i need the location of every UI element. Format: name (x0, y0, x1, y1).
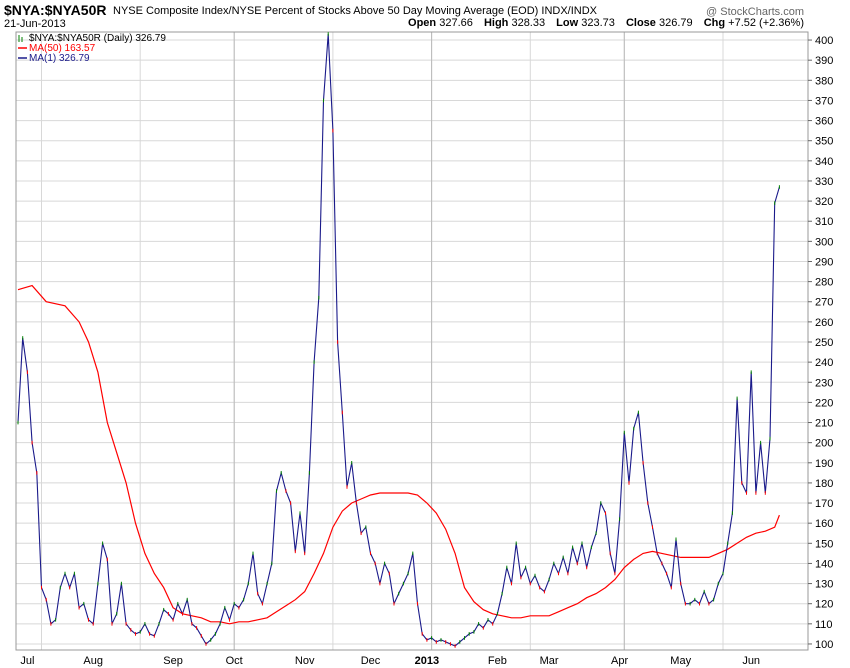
chart-header: $NYA:$NYA50R NYSE Composite Index/NYSE P… (0, 0, 850, 32)
y-tick-label: 360 (815, 116, 833, 128)
y-tick-label: 310 (815, 216, 833, 228)
y-tick-label: 290 (815, 256, 833, 268)
x-tick-label: Apr (611, 655, 628, 667)
y-tick-label: 340 (815, 156, 833, 168)
legend-entry: MA(50) 163.57 (29, 43, 96, 54)
ma50-line (17, 284, 780, 625)
high-value: 328.33 (511, 17, 546, 29)
x-axis: Jul Aug Sep Oct Nov Dec 2013 Feb Mar Apr May Jun (20, 655, 760, 667)
low-value: 323.73 (581, 17, 615, 29)
y-tick-label: 350 (815, 136, 833, 148)
chart-lines (17, 33, 780, 647)
x-tick-label: Jun (742, 655, 760, 667)
x-tick-label: Jul (20, 655, 34, 667)
y-tick-label: 160 (815, 518, 833, 530)
y-tick-label: 390 (815, 55, 833, 67)
close-value: 326.79 (658, 17, 693, 29)
x-tick-label: Mar (540, 655, 559, 667)
high-label: High (483, 17, 509, 29)
y-tick-label: 240 (815, 357, 833, 369)
x-tick-label: Dec (361, 655, 381, 667)
x-tick-label: Oct (226, 655, 243, 667)
y-axis: 100 110 120 130 140 150 160 170 180 190 200 210 220 2… (808, 35, 833, 651)
legend-entry: $NYA:$NYA50R (Daily) 326.79 (29, 33, 166, 44)
y-tick-label: 100 (815, 639, 833, 651)
open-label: Open (408, 17, 437, 29)
exchange-text: INDX/INDX (541, 5, 598, 17)
chg-value: +7.52 (+2.36%) (728, 17, 804, 29)
legend-bar-icon (18, 35, 23, 42)
y-tick-label: 320 (815, 196, 833, 208)
chg-label: Chg (703, 17, 726, 29)
y-tick-label: 250 (815, 337, 833, 349)
y-tick-label: 150 (815, 538, 833, 550)
y-tick-label: 270 (815, 297, 833, 309)
y-tick-label: 330 (815, 176, 833, 188)
chart-grid (16, 32, 808, 650)
price-marks (17, 32, 780, 648)
y-tick-label: 180 (815, 478, 833, 490)
legend-entry: MA(1) 326.79 (29, 53, 90, 64)
chart-symbol: $NYA:$NYA50R (4, 2, 107, 18)
y-tick-label: 260 (815, 317, 833, 329)
description-text: NYSE Composite Index/NYSE Percent of Sto… (113, 5, 539, 17)
chart-description: NYSE Composite Index/NYSE Percent of Sto… (113, 5, 597, 17)
y-tick-label: 300 (815, 236, 833, 248)
plot-frame (15, 31, 809, 651)
y-tick-label: 230 (815, 377, 833, 389)
chart-date: 21-Jun-2013 (4, 18, 66, 30)
x-tick-label: May (670, 655, 691, 667)
y-tick-label: 380 (815, 75, 833, 87)
x-tick-label: Feb (488, 655, 507, 667)
y-tick-label: 400 (815, 35, 833, 47)
y-tick-label: 370 (815, 95, 833, 107)
y-tick-label: 110 (815, 619, 833, 631)
y-tick-label: 140 (815, 558, 833, 570)
low-label: Low (556, 17, 579, 29)
close-label: Close (625, 17, 656, 29)
y-tick-label: 130 (815, 579, 833, 591)
y-tick-label: 200 (815, 438, 833, 450)
y-tick-label: 120 (815, 599, 833, 611)
x-tick-label: Aug (83, 655, 103, 667)
ohlc-readout: Open 327.66 High 328.33 Low 323.73 Close… (408, 17, 804, 29)
y-tick-label: 170 (815, 498, 833, 510)
x-tick-label: 2013 (415, 655, 439, 667)
y-tick-label: 220 (815, 397, 833, 409)
stockcharts-watermark[interactable]: @ StockCharts.com (706, 6, 804, 18)
open-value: 327.66 (439, 17, 473, 29)
x-tick-label: Sep (163, 655, 183, 667)
y-tick-label: 210 (815, 418, 833, 430)
x-tick-label: Nov (295, 655, 315, 667)
y-tick-label: 280 (815, 277, 833, 289)
y-tick-label: 190 (815, 458, 833, 470)
